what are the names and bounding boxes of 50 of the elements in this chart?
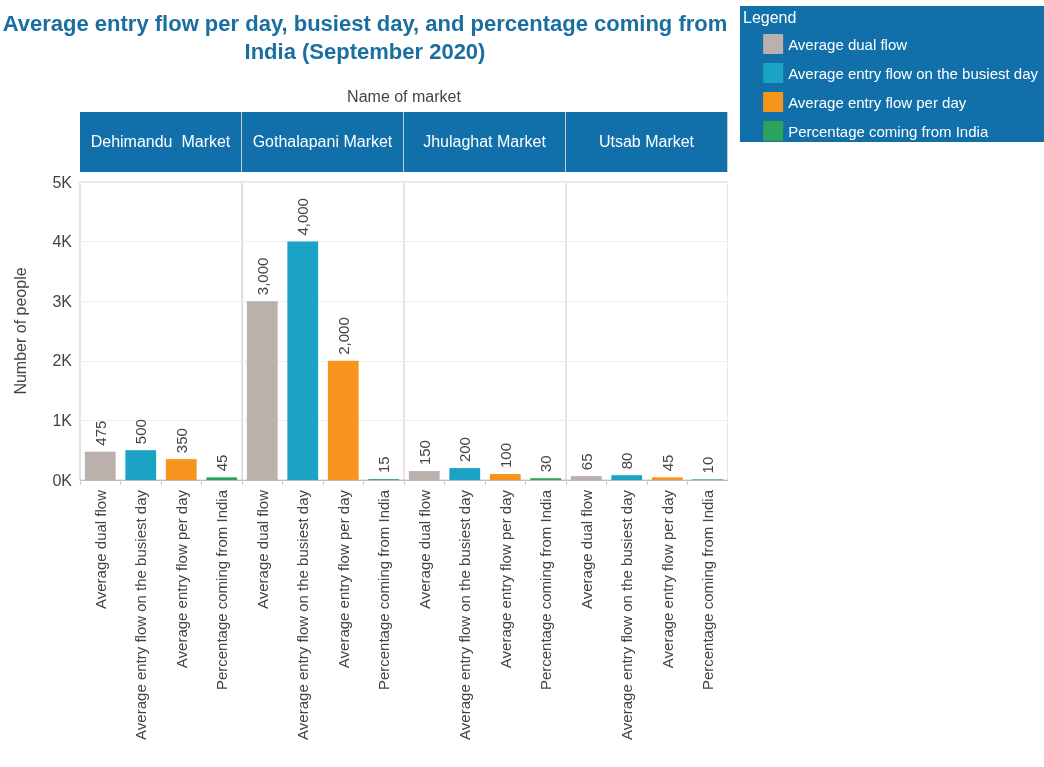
data-label: 30 <box>537 455 555 473</box>
x-tick-label: Average entry flow on the busiest day <box>132 489 150 740</box>
data-label: 200 <box>456 437 474 463</box>
legend-label: Average entry flow on the busiest day <box>788 64 1039 82</box>
y-tick-label: 5K <box>52 173 73 191</box>
chart-subtitle: Jhulaghat Market <box>404 112 566 172</box>
x-tick-label: Average dual flow <box>577 489 595 609</box>
x-tick-label: Percentage coming from India <box>375 489 393 691</box>
y-axis-title: Number of people <box>11 267 29 395</box>
data-label: 100 <box>496 443 514 469</box>
data-label: 350 <box>172 428 190 454</box>
data-label: 3,000 <box>253 257 271 296</box>
data-label: 10 <box>699 456 717 474</box>
x-tick-label: Average entry flow per day <box>334 489 352 669</box>
data-label: 15 <box>375 456 393 474</box>
data-label: 65 <box>577 453 595 471</box>
text: Name of market <box>346 88 462 106</box>
x-tick-label: Percentage coming from India <box>537 489 555 691</box>
legend-title: Legend <box>743 9 797 26</box>
y-tick-label: 2K <box>52 352 73 370</box>
text: Average entry flow per day, busiest day, and percentage coming from India (September 2020) <box>1 10 729 66</box>
x-tick-label: Average entry flow per day <box>172 489 190 669</box>
x-tick-label: Average entry flow on the busiest day <box>456 489 474 740</box>
x-tick-label: Percentage coming from India <box>699 489 717 691</box>
data-label: 2,000 <box>334 317 352 355</box>
x-tick-label: Average dual flow <box>415 489 433 609</box>
x-tick-label: Average dual flow <box>253 489 271 609</box>
data-label: 150 <box>415 440 433 466</box>
y-tick-label: 4K <box>52 233 73 251</box>
data-label: 45 <box>658 454 676 472</box>
data-label: 45 <box>213 454 231 472</box>
data-label: 500 <box>132 419 150 445</box>
x-tick-label: Average entry flow per day <box>496 489 514 669</box>
x-tick-label: Average dual flow <box>91 489 109 609</box>
x-tick-label: Average entry flow per day <box>658 489 676 669</box>
data-label: 4,000 <box>294 198 312 236</box>
data-label: 475 <box>91 420 109 446</box>
chart-subtitle: Utsab Market <box>566 112 728 172</box>
x-tick-label: Average entry flow on the busiest day <box>618 489 636 740</box>
y-tick-label: 3K <box>52 292 73 310</box>
x-tick-label: Percentage coming from India <box>213 489 231 691</box>
y-tick-label: 0K <box>52 471 73 489</box>
legend-label: Average dual flow <box>788 35 908 53</box>
legend-label: Average entry flow per day <box>788 93 967 111</box>
x-tick-label: Average entry flow on the busiest day <box>294 489 312 740</box>
chart-subtitle: Dehimandu Market <box>80 112 242 172</box>
y-tick-label: 1K <box>52 411 73 429</box>
legend-label: Percentage coming from India <box>788 122 989 140</box>
chart-subtitle: Gothalapani Market <box>242 112 404 172</box>
data-label: 80 <box>618 452 636 470</box>
